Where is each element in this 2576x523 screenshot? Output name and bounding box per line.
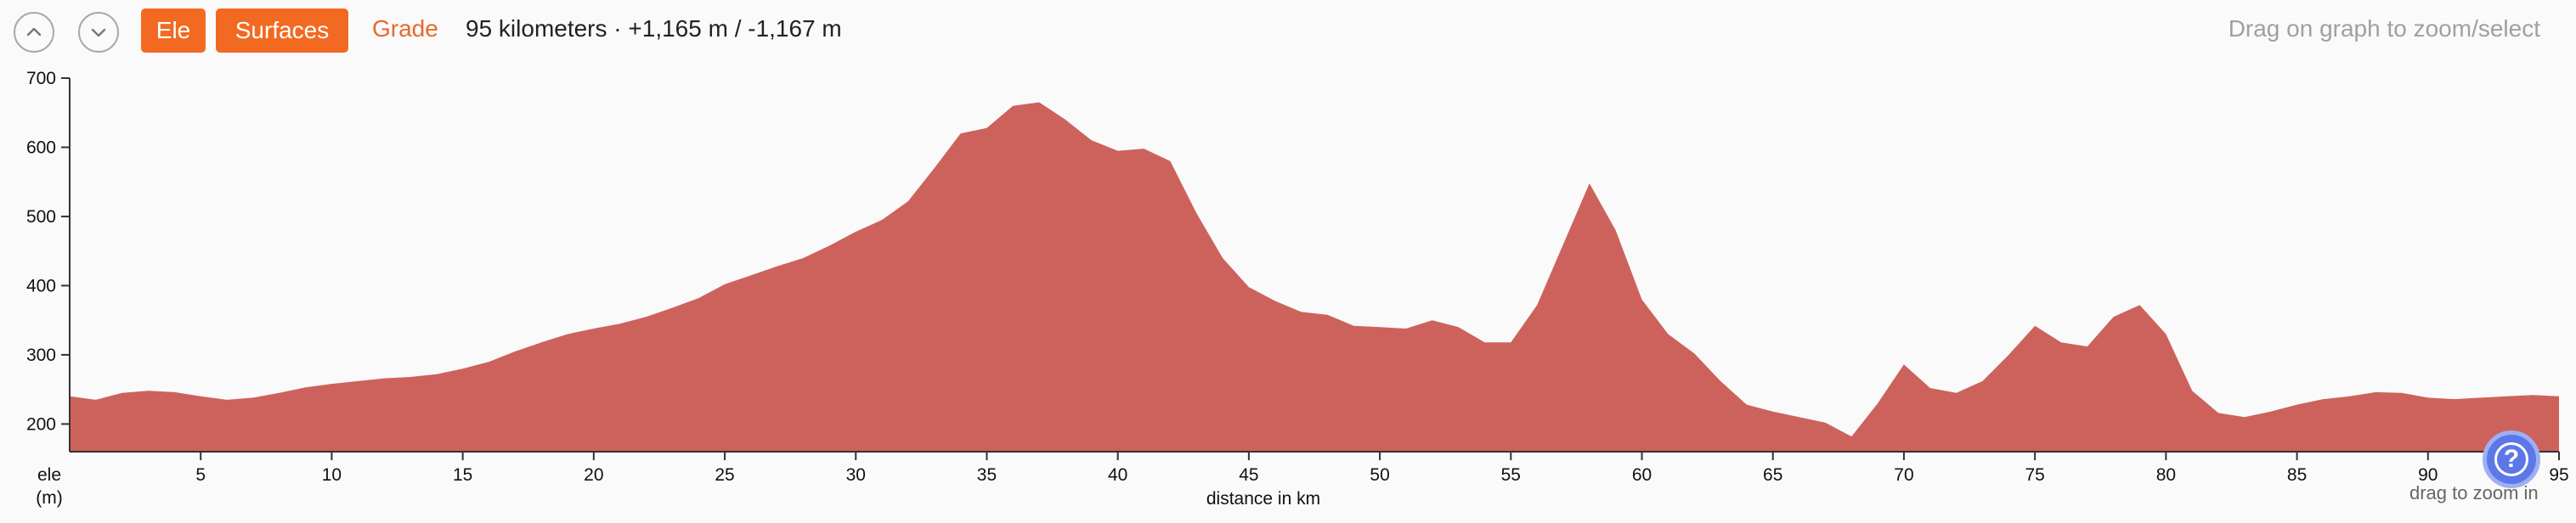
x-tick-label: 80: [2156, 465, 2176, 485]
x-tick-label: 90: [2418, 465, 2438, 485]
x-tick-label: 10: [322, 465, 342, 485]
y-tick-label: 500: [26, 207, 56, 227]
x-tick-label: 85: [2287, 465, 2307, 485]
x-tick-label: 55: [1501, 465, 1521, 485]
x-tick-label: 20: [584, 465, 603, 485]
x-tick-label: 15: [453, 465, 472, 485]
x-tick-label: 60: [1632, 465, 1652, 485]
x-tick-label: 5: [195, 465, 206, 485]
x-axis-label: distance in km: [1206, 489, 1320, 509]
y-axis-label: ele: [37, 465, 61, 485]
x-tick-label: 40: [1108, 465, 1127, 485]
x-tick-label: 30: [846, 465, 866, 485]
x-tick-label: 70: [1894, 465, 1913, 485]
x-tick-label: 75: [2025, 465, 2044, 485]
ele-button[interactable]: Ele: [141, 8, 206, 53]
help-button[interactable]: ?: [2483, 430, 2540, 488]
elevation-toolbar: Ele Surfaces Grade 95 kilometers · +1,16…: [0, 0, 2576, 63]
y-tick-label: 700: [26, 69, 56, 88]
x-tick-label: 25: [715, 465, 734, 485]
y-tick-label: 600: [26, 138, 56, 157]
elevation-chart[interactable]: 200 300 400 500 600 700 5 10 15 20 25 30 35 40 45 50 55 6…: [0, 63, 2576, 523]
surfaces-button[interactable]: Surfaces: [216, 8, 348, 53]
drag-zoom-hint: drag to zoom in: [2409, 482, 2539, 503]
y-tick-label: 200: [26, 414, 56, 434]
y-tick-label: 300: [26, 346, 56, 365]
x-tick-label: 50: [1370, 465, 1389, 485]
x-tick-label: 65: [1763, 465, 1782, 485]
x-tick-label: 45: [1239, 465, 1258, 485]
route-summary: 95 kilometers · +1,165 m / -1,167 m: [466, 15, 842, 42]
chevron-down-icon: [91, 28, 106, 37]
zoom-select-hint: Drag on graph to zoom/select: [2228, 15, 2540, 42]
scroll-down-button[interactable]: [78, 12, 119, 53]
chevron-up-icon: [26, 27, 42, 37]
elevation-area[interactable]: [70, 102, 2559, 453]
y-tick-label: 400: [26, 276, 56, 295]
question-icon: ?: [2494, 442, 2528, 476]
x-tick-label: 35: [977, 465, 997, 485]
y-axis-label: (m): [36, 488, 62, 508]
x-tick-label: 95: [2549, 465, 2568, 485]
scroll-up-button[interactable]: [14, 12, 54, 53]
grade-button[interactable]: Grade: [372, 15, 438, 42]
